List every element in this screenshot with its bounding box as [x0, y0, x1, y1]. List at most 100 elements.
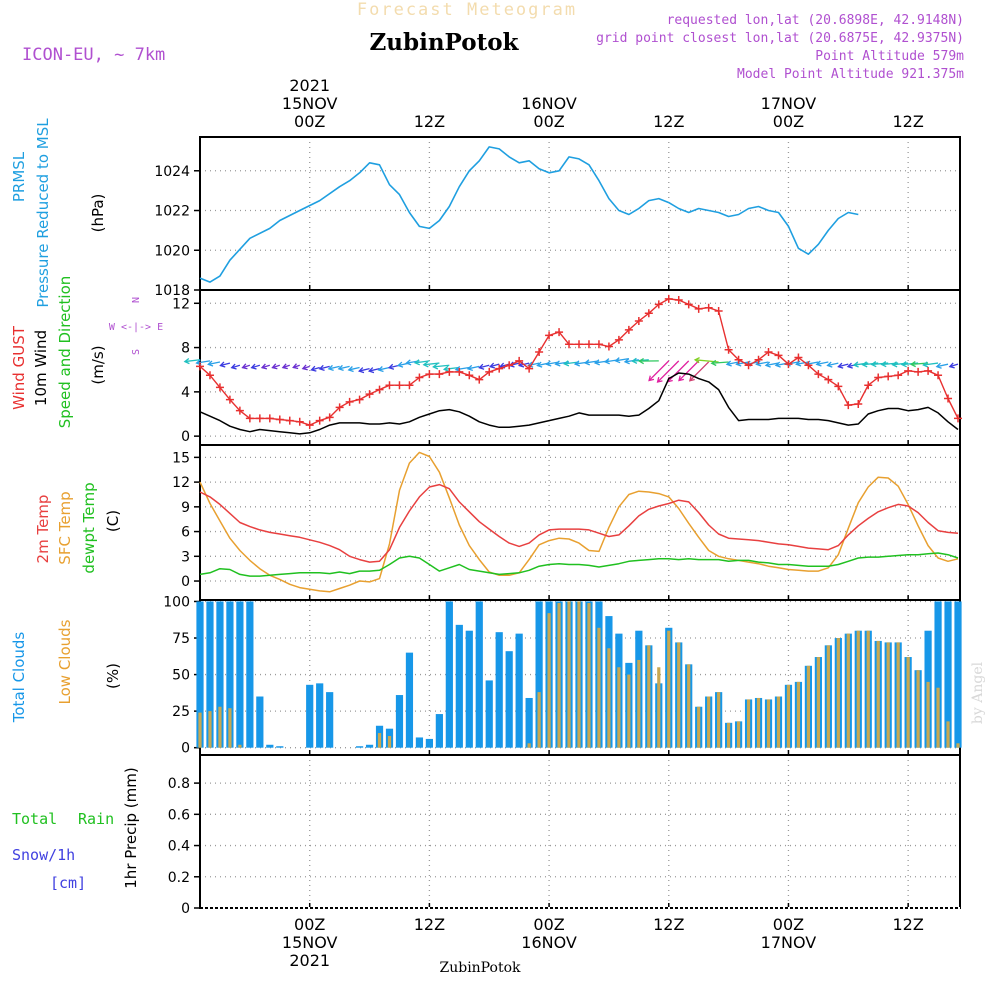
y-tick-label: 75 — [172, 631, 190, 647]
wind-arrow — [220, 362, 231, 367]
total-cloud-bar — [246, 601, 254, 748]
total-label: Total — [12, 810, 57, 828]
total-cloud-bar — [455, 624, 463, 748]
t2m-label: 2m Temp — [34, 495, 52, 564]
wind-arrow — [467, 365, 480, 370]
y-tick-label: 8 — [181, 341, 190, 357]
wind-arrow — [796, 361, 809, 365]
wind-arrow-head — [310, 365, 317, 372]
gust-marker — [535, 348, 544, 356]
gust-marker — [345, 397, 354, 406]
top-time-label: 12Z — [653, 112, 684, 131]
wind-arrow-head — [347, 366, 354, 373]
top-time-label: 16NOV — [521, 94, 577, 113]
bottom-time-label: 12Z — [892, 915, 923, 934]
wind10m-label: 10m Wind — [32, 330, 50, 406]
gust-marker — [475, 375, 484, 384]
low-cloud-bar — [567, 601, 571, 748]
gust-marker — [395, 381, 404, 390]
low-cloud-bar — [537, 692, 541, 748]
top-time-label: 2021 — [289, 76, 330, 95]
gust-marker — [575, 340, 584, 349]
y-tick-label: 0 — [181, 574, 190, 590]
wind-arrow-head — [478, 363, 485, 370]
compass-rose: N W <-|-> E S — [109, 297, 163, 355]
top-time-label: 00Z — [773, 112, 804, 131]
wind-arrow — [242, 364, 251, 369]
gust-marker — [694, 304, 703, 313]
wind-arrow-head — [693, 357, 700, 364]
dewpt-label: dewpt Temp — [80, 482, 98, 573]
gust-marker — [355, 395, 364, 404]
wind-arrow — [444, 366, 460, 370]
gust-marker — [624, 325, 633, 334]
gust-marker — [365, 390, 374, 399]
y-tick-label: 4 — [181, 385, 190, 401]
low-cloud-bar — [577, 601, 581, 748]
y-tick-label: 0.6 — [168, 807, 190, 823]
gust-marker — [196, 362, 204, 371]
total-cloud-bar — [425, 738, 433, 748]
bottom-time-label: 12Z — [414, 915, 445, 934]
y-tick-label: 1022 — [154, 204, 190, 220]
panel-frame — [199, 444, 961, 601]
low-cloud-bar — [687, 664, 691, 748]
gust-marker — [245, 414, 254, 423]
low-cloud-bar — [547, 613, 551, 748]
pressure-msl-label: Pressure Reduced to MSL — [34, 118, 52, 308]
wind-arrow-head — [623, 358, 630, 365]
total-cloud-bar — [405, 652, 414, 748]
low-cloud-bar — [727, 722, 731, 748]
tsfc-label: SFC Temp — [56, 491, 74, 564]
wind-arrow — [936, 363, 949, 368]
total-cloud-bar — [445, 601, 453, 748]
wind-arrow-head — [318, 364, 325, 371]
gust-marker — [225, 395, 234, 404]
y-tick-label: 50 — [172, 668, 190, 684]
low-cloud-bar — [717, 692, 721, 748]
gust-marker — [754, 355, 763, 364]
total-cloud-bar — [535, 601, 543, 748]
wind-arrow-head — [631, 357, 638, 364]
total-cloud-bar — [276, 746, 284, 748]
wind-arrow-head — [678, 375, 685, 382]
top-time-label: 00Z — [294, 112, 325, 131]
model-altitude: Model Point Altitude 921.375m — [737, 67, 964, 82]
wind-arrow-head — [725, 360, 732, 367]
y-tick-label: 12 — [172, 475, 190, 491]
wind-arrow — [838, 363, 849, 368]
wind-arrow-head — [948, 362, 955, 369]
wind-arrow-head — [563, 360, 570, 367]
low-clouds-label: Low Clouds — [56, 619, 74, 704]
low-cloud-bar — [786, 684, 791, 748]
wind-arrow-head — [826, 361, 833, 368]
gust-marker — [854, 400, 863, 409]
gust-marker — [425, 370, 434, 379]
gust-marker — [435, 370, 444, 379]
gust-marker — [774, 351, 783, 360]
snow-label: Snow/1h — [12, 846, 75, 864]
wind-arrow — [196, 360, 211, 364]
low-cloud-bar — [697, 706, 701, 748]
low-cloud-bar — [557, 602, 561, 748]
wind-arrow-head — [183, 357, 190, 365]
low-cloud-bar — [198, 712, 202, 748]
wind-arrow-head — [554, 360, 561, 367]
gust-marker — [794, 353, 803, 362]
snow-unit: [cm] — [50, 874, 86, 892]
gust-marker — [644, 309, 653, 318]
bottom-time-label: 2021 — [289, 951, 330, 970]
gust-marker — [914, 367, 923, 376]
gust-marker — [784, 360, 793, 369]
low-cloud-bar — [806, 665, 810, 748]
wind-arrow — [657, 360, 680, 383]
gust-marker — [415, 373, 424, 382]
y-tick-label: 1020 — [154, 243, 190, 259]
low-cloud-bar — [946, 721, 950, 748]
wind-arrow-head — [614, 357, 621, 364]
low-cloud-bar — [736, 721, 741, 748]
low-cloud-bar — [766, 699, 771, 748]
speed-direction-label: Speed and Direction — [56, 276, 74, 429]
total-cloud-bar — [415, 737, 424, 748]
gust-marker — [664, 294, 673, 303]
